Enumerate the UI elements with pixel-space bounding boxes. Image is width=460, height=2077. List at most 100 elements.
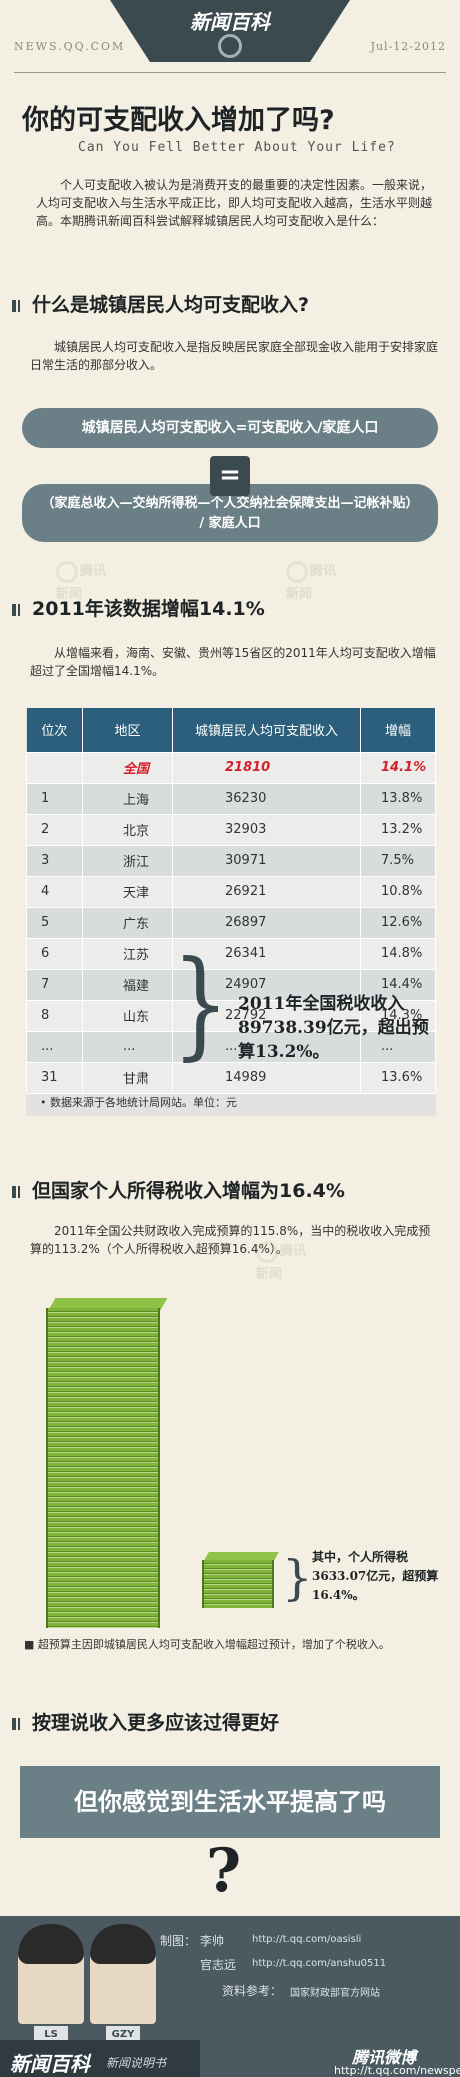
cell-growth: 13.6% xyxy=(360,1061,436,1094)
cell-region: 山东 xyxy=(82,999,173,1032)
formula-box-1: 城镇居民人均可支配收入=可支配收入/家庭人口 xyxy=(22,408,438,448)
tax-personal-text: 其中，个人所得税3633.07亿元，超预算16.4%。 xyxy=(312,1550,439,1602)
cell-growth: 14.4% xyxy=(360,968,436,1001)
cell-growth: 10.8% xyxy=(360,875,436,908)
site-url: NEWS.QQ.COM xyxy=(14,40,126,53)
cell-growth: 14.8% xyxy=(360,937,436,970)
cell-rank: 6 xyxy=(26,937,83,970)
cell-income: 26897 xyxy=(172,906,361,939)
credit-author-1: 李帅 xyxy=(200,1934,225,1948)
footer: LS GZY 制图： 李帅 http://t.qq.com/oasisli 官志… xyxy=(0,1916,460,2077)
credit-author-2: 官志远 xyxy=(200,1958,237,1972)
watermark-text: 腾讯新闻 xyxy=(256,1244,307,1282)
weibo-url[interactable]: http://t.qq.com/newspedia xyxy=(334,2064,460,2077)
header-logo-tab: 新闻百科 xyxy=(150,0,310,62)
table-note-text: 数据来源于各地统计局网站。单位：元 xyxy=(50,1096,237,1109)
cell-rank: 31 xyxy=(26,1061,83,1094)
cell-region: 福建 xyxy=(82,968,173,1001)
avatar-tag-1: LS xyxy=(34,2026,68,2044)
table-row: 1 上海 36230 13.8% xyxy=(26,782,436,815)
table-note: • 数据来源于各地统计局网站。单位：元 xyxy=(40,1096,237,1109)
cell-region: 甘肃 xyxy=(82,1061,173,1094)
table-row: 31 甘肃 14989 13.6% xyxy=(26,1061,436,1094)
credit-label: 制图： xyxy=(160,1934,197,1948)
cell-income: 22792 xyxy=(172,999,361,1032)
tax-note-text: 超预算主因即城镇居民人均可支配收入增幅超过预计，增加了个税收入。 xyxy=(37,1638,390,1651)
brace-large-icon: } xyxy=(172,936,230,1073)
cell-rank xyxy=(26,751,83,784)
section-4-heading-text: 按理说收入更多应该过得更好 xyxy=(32,1712,280,1734)
section-2-heading: 2011年该数据增幅14.1% xyxy=(12,594,265,621)
column-header-growth: 增幅 xyxy=(360,708,436,752)
cell-region: 江苏 xyxy=(82,937,173,970)
section-3-heading: 但国家个人所得税收入增幅为16.4% xyxy=(12,1176,345,1203)
section-3-paragraph: 2011年全国公共财政收入完成预算的115.8%，当中的税收收入完成预算的113… xyxy=(30,1224,431,1256)
cell-region: 广东 xyxy=(82,906,173,939)
cell-region: 天津 xyxy=(82,875,173,908)
footer-logo-bar xyxy=(0,2040,200,2077)
cell-income: 21810 xyxy=(172,751,361,784)
cell-rank: 1 xyxy=(26,782,83,815)
cell-income: 32903 xyxy=(172,813,361,846)
watermark: 腾讯新闻 xyxy=(256,1240,316,1282)
logo-mark-icon xyxy=(218,34,242,58)
cell-rank: 5 xyxy=(26,906,83,939)
table-row: 2 北京 32903 13.2% xyxy=(26,813,436,846)
cell-income: 30971 xyxy=(172,844,361,877)
header-divider xyxy=(14,72,446,73)
section-2-paragraph: 从增幅来看，海南、安徽、贵州等15省区的2011年人均可支配收入增幅超过了全国增… xyxy=(30,646,436,678)
cell-growth: 14.3% xyxy=(360,999,436,1032)
cell-rank: 3 xyxy=(26,844,83,877)
question-mark: ? xyxy=(206,1836,242,1906)
header-tab-left xyxy=(110,0,150,62)
cell-income: 26341 xyxy=(172,937,361,970)
cell-income: 36230 xyxy=(172,782,361,815)
watermark-icon xyxy=(56,560,78,583)
heading-marker-icon xyxy=(12,299,16,312)
header-tab-right xyxy=(310,0,350,62)
cell-region: 浙江 xyxy=(82,844,173,877)
cell-region: 北京 xyxy=(82,813,173,846)
reference-source: 国家财政部官方网站 xyxy=(290,1988,380,1999)
column-header-region: 地区 xyxy=(82,708,173,752)
credit-url-1[interactable]: http://t.qq.com/oasisli xyxy=(252,1934,362,1945)
page-title: 你的可支配收入增加了吗? xyxy=(22,105,335,136)
table-row: 全国 21810 14.1% xyxy=(26,751,436,784)
formula-2-line-1: （家庭总收入—交纳所得税—个人交纳社会保障支出—记帐补贴） xyxy=(41,496,419,511)
column-header-rank: 位次 xyxy=(26,708,83,752)
section-1-paragraph: 城镇居民人均可支配收入是指反映居民家庭全部现金收入能用于安排家庭日常生活的那部分… xyxy=(30,340,439,372)
page-subtitle: Can You Fell Better About Your Life? xyxy=(78,140,396,155)
heading-marker-icon xyxy=(12,603,16,616)
cell-rank: 8 xyxy=(26,999,83,1032)
table-row: ............ xyxy=(26,1030,436,1063)
cell-rank: ... xyxy=(26,1030,83,1063)
table-row: 5 广东 26897 12.6% xyxy=(26,906,436,939)
cell-growth: 7.5% xyxy=(360,844,436,877)
watermark: 腾讯新闻 xyxy=(56,560,116,602)
section-4-heading: 按理说收入更多应该过得更好 xyxy=(12,1708,279,1735)
cell-growth: 13.8% xyxy=(360,782,436,815)
cell-region: 上海 xyxy=(82,782,173,815)
table-row: 6 江苏 26341 14.8% xyxy=(26,937,436,970)
credit-url-2[interactable]: http://t.qq.com/anshu0511 xyxy=(252,1958,387,1969)
money-stack-large xyxy=(46,1308,160,1628)
cell-rank: 7 xyxy=(26,968,83,1001)
section-1-heading: 什么是城镇居民人均可支配收入? xyxy=(12,290,309,317)
watermark-icon xyxy=(286,560,308,583)
publish-date: Jul-12-2012 xyxy=(370,40,446,53)
column-header-income: 城镇居民人均可支配收入 xyxy=(172,708,361,752)
brace-small-icon: } xyxy=(282,1550,313,1606)
equals-sign: = xyxy=(210,456,250,496)
cell-growth: 14.1% xyxy=(360,751,436,784)
avatar-tag-2: GZY xyxy=(106,2026,140,2044)
table-header-row: 位次 地区 城镇居民人均可支配收入 增幅 xyxy=(26,708,436,752)
table-row: 3 浙江 30971 7.5% xyxy=(26,844,436,877)
section-1-heading-text: 什么是城镇居民人均可支配收入? xyxy=(32,294,310,316)
footer-logo-subtitle: 新闻说明书 xyxy=(106,2056,167,2070)
heading-marker-icon xyxy=(18,603,20,616)
cell-income: 26921 xyxy=(172,875,361,908)
heading-marker-icon xyxy=(12,1717,16,1730)
heading-marker-icon xyxy=(12,1185,16,1198)
watermark-text: 腾讯新闻 xyxy=(56,564,107,602)
section-3-heading-text: 但国家个人所得税收入增幅为16.4% xyxy=(32,1180,345,1202)
